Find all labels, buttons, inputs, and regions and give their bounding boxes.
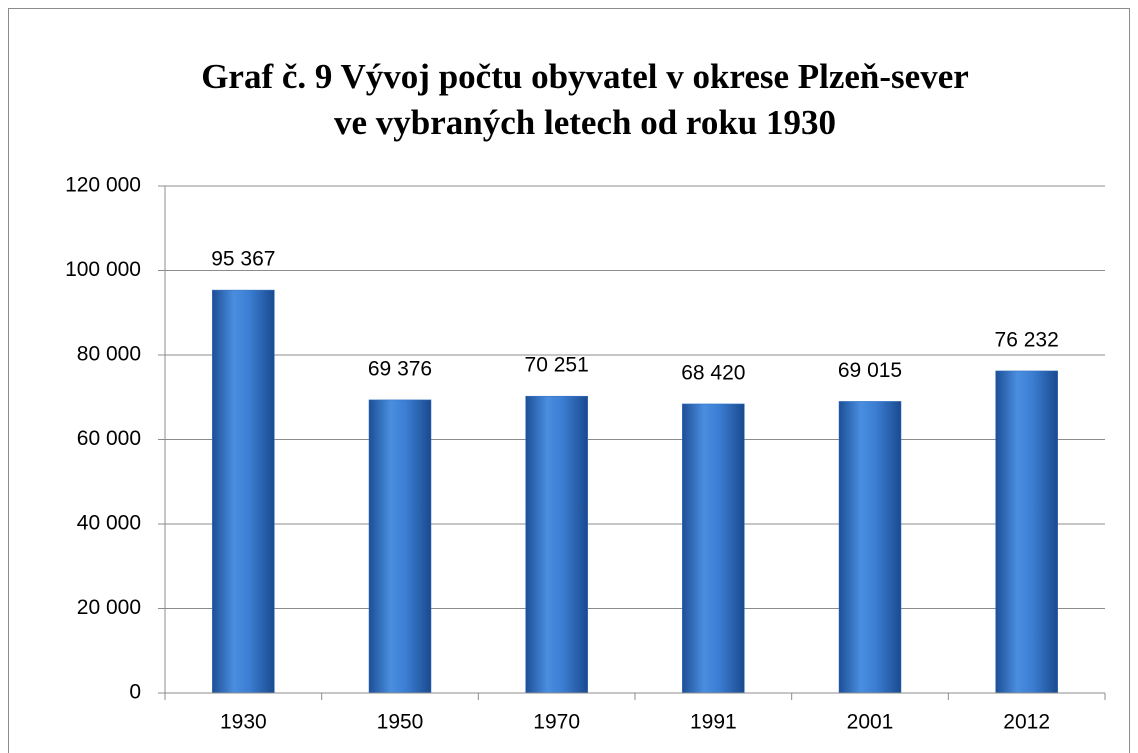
y-tick-label: 60 000 [77, 427, 141, 450]
x-tick-label: 1991 [690, 711, 737, 734]
bar [838, 401, 902, 694]
x-tick-label: 1930 [220, 711, 267, 734]
bar [682, 403, 745, 694]
data-label: 69 015 [838, 359, 902, 382]
data-label: 70 251 [525, 354, 589, 377]
bar [368, 399, 432, 694]
x-tick-label: 2001 [847, 711, 894, 734]
data-label: 68 420 [681, 361, 745, 384]
y-tick-label: 100 000 [65, 258, 141, 281]
bar [525, 395, 588, 694]
y-tick-label: 80 000 [77, 343, 141, 366]
y-tick-label: 0 [129, 681, 141, 704]
data-label: 76 232 [995, 328, 1059, 351]
bar [212, 289, 275, 694]
y-tick-label: 120 000 [65, 174, 141, 197]
y-tick-label: 40 000 [77, 512, 141, 535]
chart-title: Graf č. 9 Vývoj počtu obyvatel v okrese … [201, 57, 969, 96]
x-tick-label: 1970 [533, 711, 580, 734]
y-tick-label: 20 000 [77, 596, 141, 619]
bar [995, 370, 1058, 694]
x-tick-label: 2012 [1003, 711, 1050, 734]
chart-title: ve vybraných letech od roku 1930 [334, 103, 836, 142]
data-label: 95 367 [211, 248, 275, 271]
data-label: 69 376 [368, 357, 432, 380]
x-tick-label: 1950 [377, 711, 424, 734]
